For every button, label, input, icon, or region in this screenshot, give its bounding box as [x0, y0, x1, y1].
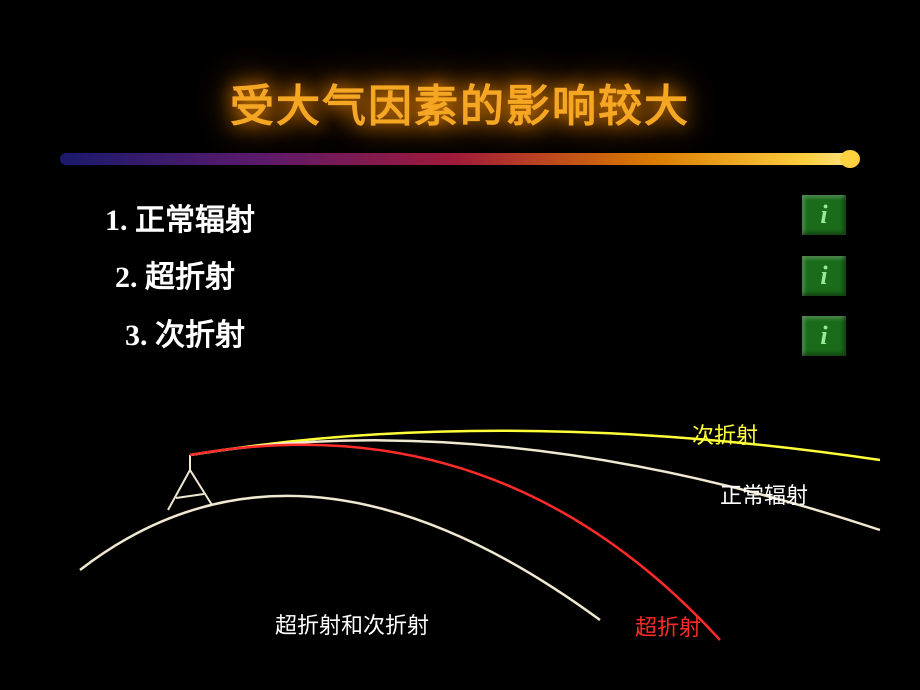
- list-item-2: 2. 超折射: [115, 252, 235, 296]
- label-sub-refraction: 次折射: [692, 418, 758, 450]
- list-item-3: 3. 次折射: [125, 310, 245, 354]
- info-button-1[interactable]: i: [802, 195, 846, 235]
- list-item-1: 1. 正常辐射: [105, 195, 255, 239]
- info-icon: i: [820, 200, 827, 230]
- info-icon: i: [820, 261, 827, 291]
- info-icon: i: [820, 321, 827, 351]
- diagram-caption: 超折射和次折射: [275, 608, 429, 640]
- label-normal: 正常辐射: [720, 478, 808, 510]
- antenna-tripod: [168, 470, 212, 510]
- earth-arc: [80, 496, 600, 620]
- label-super-refraction: 超折射: [635, 610, 701, 642]
- info-button-3[interactable]: i: [802, 316, 846, 356]
- antenna-crossbar: [176, 494, 204, 498]
- info-button-2[interactable]: i: [802, 256, 846, 296]
- page-title: 受大气因素的影响较大: [0, 70, 920, 134]
- ray-sub-refraction: [190, 431, 880, 460]
- separator-bar: [60, 150, 860, 168]
